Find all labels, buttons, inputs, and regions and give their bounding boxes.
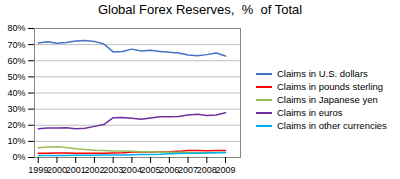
svg-text:70%: 70% <box>7 40 25 50</box>
svg-text:2000: 2000 <box>47 165 67 175</box>
svg-text:80%: 80% <box>7 23 25 33</box>
html-text:Claims in U.S. dollars: Claims in U.S. dollars <box>277 68 368 79</box>
svg-text:2008: 2008 <box>197 165 217 175</box>
html-text:Claims in pounds sterling: Claims in pounds sterling <box>277 81 384 92</box>
html-text:Claims in other currencies: Claims in other currencies <box>277 120 387 131</box>
svg-text:2005: 2005 <box>141 165 161 175</box>
svg-text:2002: 2002 <box>84 165 104 175</box>
html-text:Claims in Japanese yen: Claims in Japanese yen <box>277 94 378 105</box>
svg-text:2001: 2001 <box>66 165 86 175</box>
svg-text:2003: 2003 <box>103 165 123 175</box>
svg-text:50%: 50% <box>7 72 25 82</box>
svg-text:2009: 2009 <box>216 165 236 175</box>
svg-text:20%: 20% <box>7 120 25 130</box>
svg-text:2006: 2006 <box>159 165 179 175</box>
svg-text:2004: 2004 <box>122 165 142 175</box>
svg-text:0%: 0% <box>12 152 25 162</box>
svg-text:40%: 40% <box>7 88 25 98</box>
svg-text:2007: 2007 <box>178 165 198 175</box>
html-text:Claims in euros: Claims in euros <box>277 107 343 118</box>
svg-text:30%: 30% <box>7 104 25 114</box>
svg-text:10%: 10% <box>7 136 25 146</box>
svg-text:60%: 60% <box>7 56 25 66</box>
html-text:Global Forex Reserves, % of To: Global Forex Reserves, % of Total <box>97 2 303 17</box>
svg-text:1999: 1999 <box>28 165 48 175</box>
